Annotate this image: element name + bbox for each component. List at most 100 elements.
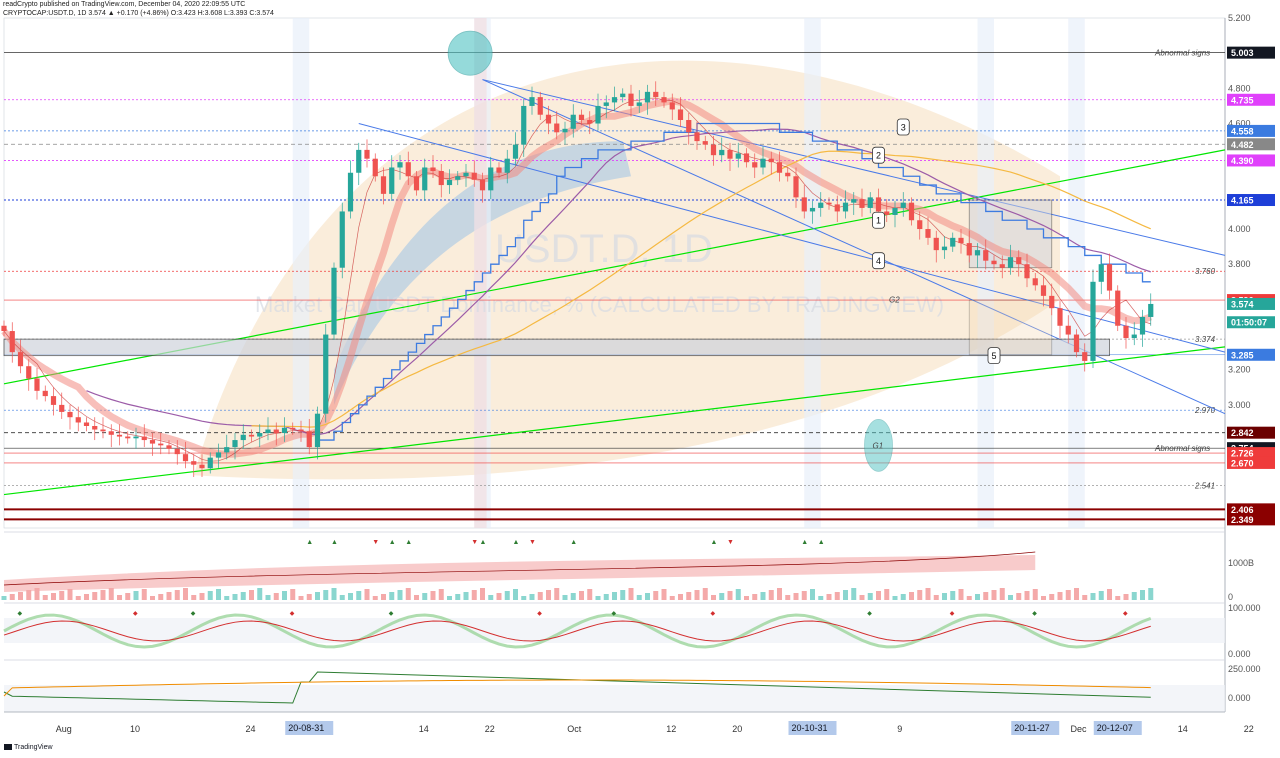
volume-bar bbox=[117, 595, 122, 600]
volume-bar bbox=[100, 590, 106, 600]
vertical-band-2 bbox=[804, 18, 821, 528]
candle-body bbox=[240, 434, 246, 441]
candle-body bbox=[100, 429, 106, 432]
candle-body bbox=[306, 431, 312, 448]
volume-bar bbox=[1115, 596, 1121, 600]
candle-body bbox=[702, 141, 708, 145]
volume-bar bbox=[859, 595, 865, 600]
candle-body bbox=[496, 167, 502, 173]
signal-arrow: ▲ bbox=[405, 539, 412, 546]
candle-body bbox=[380, 176, 387, 194]
candle-body bbox=[1123, 325, 1129, 339]
candle-body bbox=[818, 202, 824, 208]
candle-body bbox=[17, 352, 24, 367]
volume-bar bbox=[1074, 588, 1079, 600]
candle-body bbox=[331, 267, 337, 335]
volume-bar bbox=[364, 589, 370, 600]
price-label-bg bbox=[1227, 124, 1275, 137]
candle-body bbox=[760, 158, 766, 168]
volume-bar bbox=[653, 591, 659, 600]
volume-bar bbox=[257, 588, 263, 600]
volume-bar bbox=[1131, 592, 1137, 600]
candle-body bbox=[34, 378, 40, 391]
volume-bar bbox=[744, 596, 749, 600]
candle-body bbox=[265, 429, 271, 434]
level-annotation-label: 3.374 bbox=[1195, 335, 1216, 344]
oscillator-signal: ◆ bbox=[711, 611, 716, 617]
callout-label: 1 bbox=[876, 216, 881, 226]
candle-body bbox=[694, 132, 700, 142]
volume-bar bbox=[348, 593, 353, 600]
range-box bbox=[968, 299, 1053, 356]
candle-body bbox=[1065, 325, 1071, 335]
x-highlight-label: 20-12-07 bbox=[1097, 723, 1133, 733]
candle-body bbox=[290, 427, 296, 430]
oscillator-signal: ◆ bbox=[18, 611, 23, 617]
candle-body bbox=[430, 167, 436, 171]
volume-bar bbox=[900, 594, 906, 600]
volume-bar bbox=[405, 588, 411, 600]
candle-body bbox=[809, 207, 816, 212]
candle-body bbox=[83, 422, 90, 426]
volume-band bbox=[4, 555, 1036, 592]
price-label-text: 4.482 bbox=[1231, 140, 1254, 150]
candle-body bbox=[488, 167, 494, 191]
price-label: 2.406 bbox=[1227, 503, 1275, 516]
price-label-bg bbox=[1227, 154, 1275, 167]
volume-bar bbox=[1024, 591, 1030, 600]
orange-ma bbox=[251, 150, 1151, 428]
x-tick-label: 24 bbox=[246, 724, 256, 734]
candle-body bbox=[603, 102, 609, 106]
candle-body bbox=[743, 153, 750, 163]
price-label: 4.558 bbox=[1227, 124, 1275, 137]
candle-body bbox=[446, 179, 453, 186]
candle-body bbox=[397, 162, 403, 168]
candle-body bbox=[991, 260, 997, 265]
volume-bar bbox=[529, 594, 535, 600]
candle-body bbox=[719, 149, 725, 156]
candle-body bbox=[116, 434, 123, 437]
candle-body bbox=[958, 237, 964, 244]
price-label: 2.349 bbox=[1227, 513, 1275, 526]
oscillator-signal: ◆ bbox=[950, 611, 955, 617]
volume-bar bbox=[1140, 590, 1145, 600]
pane3-band bbox=[4, 685, 1225, 712]
volume-bar bbox=[843, 590, 848, 600]
callout-label: 5 bbox=[992, 351, 997, 361]
price-label-text: 4.165 bbox=[1231, 196, 1254, 206]
callout-3: 3 bbox=[896, 118, 910, 136]
volume-bar bbox=[339, 595, 345, 600]
volume-ma bbox=[3, 551, 1036, 586]
tradingview-logo: TradingView bbox=[4, 744, 53, 751]
candle-body bbox=[26, 366, 32, 379]
volume-bar bbox=[834, 592, 840, 600]
oscillator-fast bbox=[3, 613, 1152, 649]
candle-body bbox=[108, 431, 114, 435]
candle-body bbox=[587, 120, 593, 124]
candle-body bbox=[1057, 308, 1063, 326]
pane1-tick: 1000B bbox=[1228, 558, 1254, 568]
x-tick-label: 9 bbox=[897, 724, 902, 734]
x-tick-label: 14 bbox=[1178, 724, 1188, 734]
watermark-symbol: USDT.D, 1D bbox=[495, 227, 713, 271]
candle-body bbox=[42, 390, 48, 397]
price-label-note: Abnormal signs bbox=[1154, 49, 1210, 58]
volume-bar bbox=[645, 593, 650, 600]
volume-bar bbox=[587, 589, 593, 600]
candle-body bbox=[158, 443, 164, 446]
volume-bar bbox=[191, 595, 197, 600]
candle-body bbox=[199, 464, 205, 469]
pink-band bbox=[474, 18, 487, 528]
price-label: 4.390 bbox=[1227, 154, 1275, 167]
candle-body bbox=[1139, 316, 1146, 335]
volume-bar bbox=[141, 589, 147, 600]
volume-bar bbox=[612, 592, 617, 600]
volume-bar bbox=[1032, 589, 1038, 600]
callout-label: 3 bbox=[901, 123, 906, 133]
oscillator-signal: ◆ bbox=[867, 611, 872, 617]
volume-bar bbox=[59, 591, 65, 600]
callout-box bbox=[987, 347, 1001, 365]
candle-body bbox=[925, 229, 931, 238]
volume-bar bbox=[694, 590, 700, 600]
